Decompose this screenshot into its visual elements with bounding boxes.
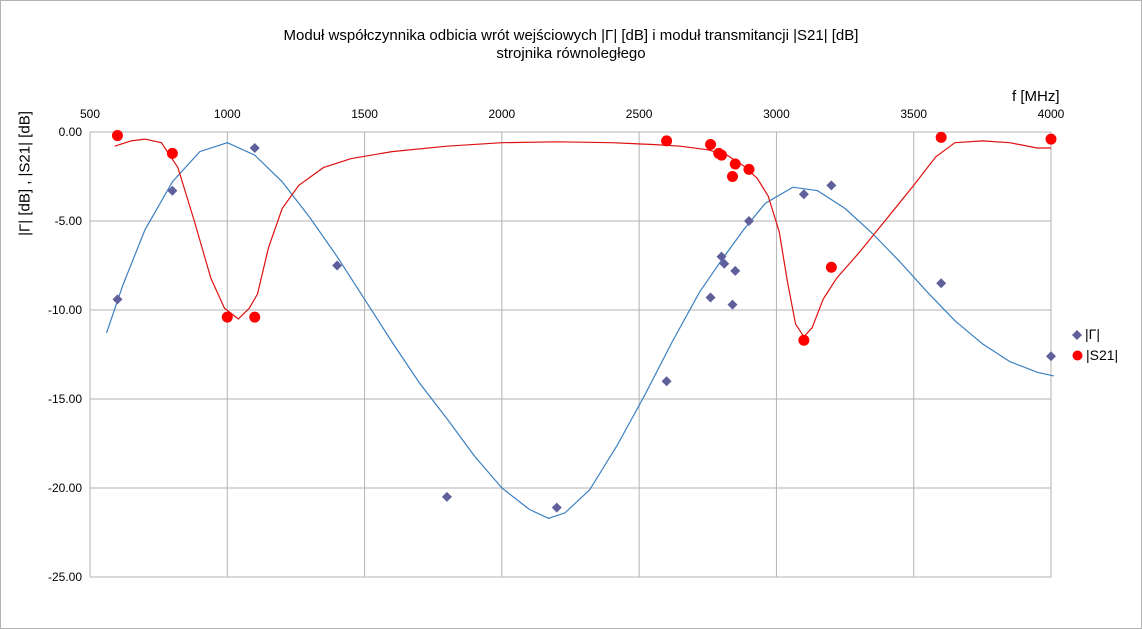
trend-line-gamma <box>105 142 1054 519</box>
data-point-gamma <box>1046 351 1056 362</box>
data-point-s21 <box>729 158 741 170</box>
data-point-s21 <box>825 261 837 273</box>
y-tick-label: 0.00 <box>59 125 83 139</box>
data-point-gamma <box>798 189 809 200</box>
data-point-gamma <box>112 294 123 305</box>
data-point-gamma <box>826 180 837 191</box>
y-tick-label: -10.00 <box>48 303 82 317</box>
y-tick-label: -20.00 <box>48 481 82 495</box>
x-tick-label: 4000 <box>1038 107 1065 121</box>
x-tick-label: 3000 <box>763 107 790 121</box>
data-point-s21 <box>249 311 261 323</box>
data-point-gamma <box>551 502 562 513</box>
diamond-icon <box>1072 327 1082 343</box>
data-point-gamma <box>441 491 452 502</box>
data-point-s21 <box>798 334 810 346</box>
data-point-gamma <box>661 376 672 387</box>
data-point-s21 <box>726 171 738 182</box>
data-point-s21 <box>111 130 123 142</box>
legend-label-s21: |S21| <box>1086 347 1119 363</box>
data-point-gamma <box>249 143 260 154</box>
x-tick-label: 500 <box>80 107 100 121</box>
x-tick-label: 3500 <box>900 107 927 121</box>
y-tick-label: -25.00 <box>48 570 82 584</box>
data-point-gamma <box>705 292 716 303</box>
legend-item-s21: |S21| <box>1072 347 1118 364</box>
y-tick-label: -15.00 <box>48 392 82 406</box>
data-point-gamma <box>167 185 178 196</box>
x-tick-label: 1500 <box>351 107 378 121</box>
data-point-s21 <box>705 138 717 150</box>
x-tick-label: 2000 <box>489 107 516 121</box>
legend-label-gamma: |Γ| <box>1085 326 1100 342</box>
data-point-s21 <box>716 149 728 161</box>
data-point-gamma <box>727 299 738 310</box>
data-point-s21 <box>743 163 755 175</box>
chart-subtitle: strojnika równoległego <box>496 45 646 62</box>
chart-title: Moduł współczynnika odbicia wrót wejścio… <box>283 27 859 44</box>
data-point-s21 <box>661 135 673 147</box>
x-tick-label: 1000 <box>214 107 241 121</box>
circle-icon <box>1072 348 1083 364</box>
data-point-s21 <box>1045 133 1057 145</box>
data-point-gamma <box>719 258 730 269</box>
data-point-gamma <box>743 216 754 226</box>
x-axis-label: f [MHz] <box>1012 88 1060 105</box>
data-point-s21 <box>935 131 947 143</box>
legend-item-gamma: |Γ| <box>1072 326 1100 343</box>
trend-line-s21 <box>114 138 1051 338</box>
y-tick-label: -5.00 <box>55 214 83 228</box>
data-point-s21 <box>221 311 233 323</box>
data-point-gamma <box>936 278 947 289</box>
data-point-gamma <box>332 260 343 271</box>
data-point-gamma <box>730 265 741 276</box>
data-point-s21 <box>166 147 178 159</box>
x-tick-label: 2500 <box>626 107 653 121</box>
